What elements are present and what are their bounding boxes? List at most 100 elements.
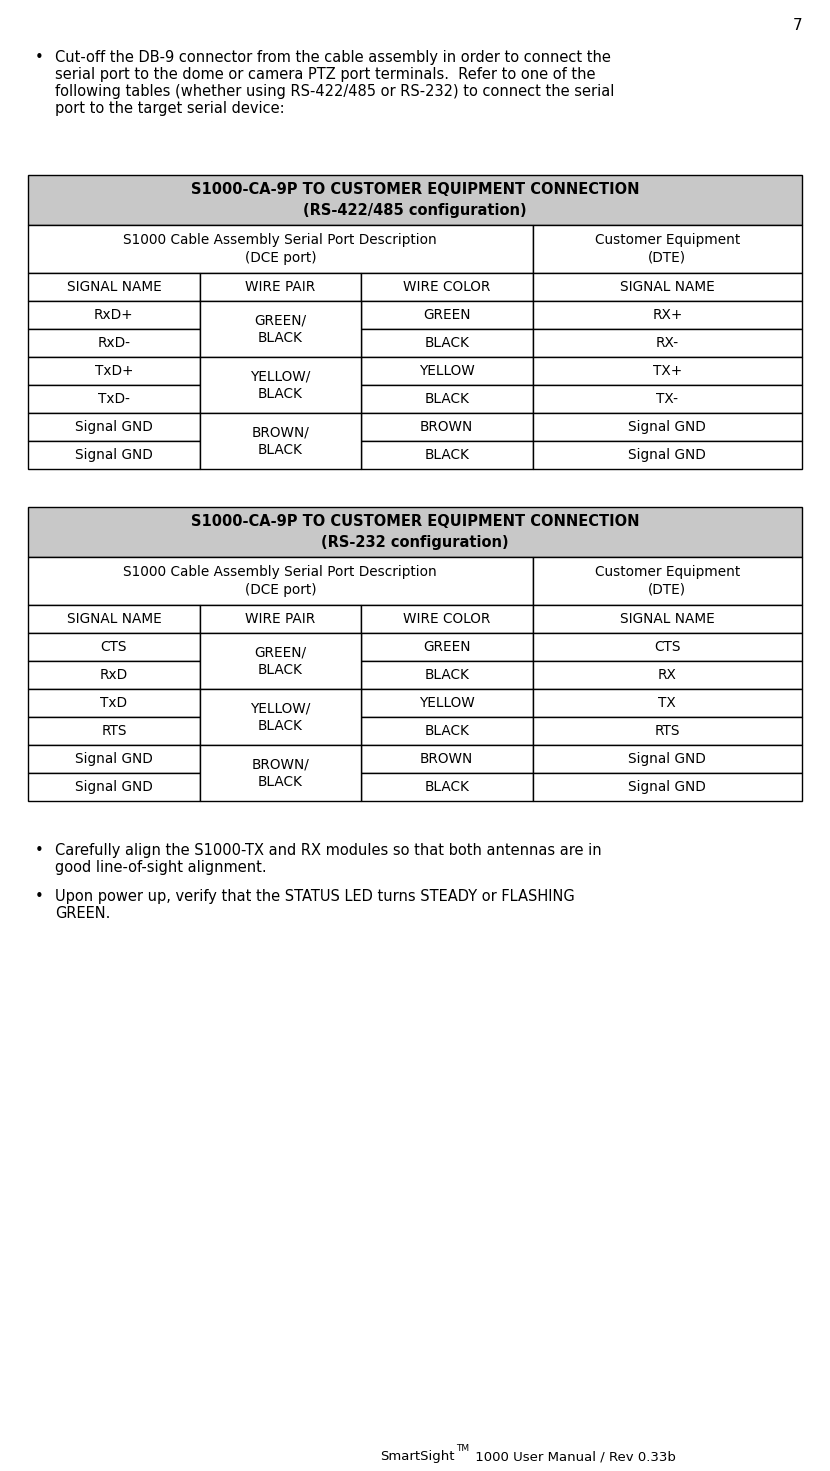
Bar bbox=[533, 772, 802, 802]
Bar bbox=[533, 330, 802, 357]
Bar bbox=[28, 605, 200, 633]
Text: S1000-CA-9P TO CUSTOMER EQUIPMENT CONNECTION
(RS-232 configuration): S1000-CA-9P TO CUSTOMER EQUIPMENT CONNEC… bbox=[191, 515, 639, 550]
Text: RX+: RX+ bbox=[652, 307, 682, 322]
Bar bbox=[533, 660, 802, 688]
Bar bbox=[533, 302, 802, 330]
Text: SIGNAL NAME: SIGNAL NAME bbox=[620, 612, 715, 627]
Text: S1000 Cable Assembly Serial Port Description
(DCE port): S1000 Cable Assembly Serial Port Descrip… bbox=[124, 232, 437, 265]
Bar bbox=[361, 357, 533, 385]
Bar bbox=[28, 175, 802, 225]
Text: YELLOW: YELLOW bbox=[419, 696, 475, 710]
Bar bbox=[361, 744, 533, 772]
Text: Signal GND: Signal GND bbox=[628, 421, 706, 434]
Text: BLACK: BLACK bbox=[424, 391, 469, 406]
Bar bbox=[28, 660, 200, 688]
Text: CTS: CTS bbox=[654, 640, 681, 655]
Text: BLACK: BLACK bbox=[424, 780, 469, 794]
Text: Signal GND: Signal GND bbox=[75, 752, 153, 766]
Bar bbox=[361, 633, 533, 660]
Bar bbox=[200, 357, 361, 413]
Text: •: • bbox=[35, 888, 44, 905]
Text: GREEN: GREEN bbox=[423, 640, 471, 655]
Text: TxD+: TxD+ bbox=[95, 363, 133, 378]
Bar bbox=[200, 413, 361, 469]
Text: RxD-: RxD- bbox=[97, 335, 130, 350]
Text: port to the target serial device:: port to the target serial device: bbox=[55, 101, 285, 116]
Text: BROWN: BROWN bbox=[420, 421, 473, 434]
Text: Cut-off the DB-9 connector from the cable assembly in order to connect the: Cut-off the DB-9 connector from the cabl… bbox=[55, 50, 611, 65]
Bar bbox=[361, 660, 533, 688]
Text: RX-: RX- bbox=[656, 335, 679, 350]
Bar bbox=[361, 688, 533, 716]
Bar bbox=[533, 605, 802, 633]
Text: SIGNAL NAME: SIGNAL NAME bbox=[66, 612, 161, 627]
Text: WIRE PAIR: WIRE PAIR bbox=[245, 279, 315, 294]
Text: YELLOW: YELLOW bbox=[419, 363, 475, 378]
Text: BLACK: BLACK bbox=[424, 668, 469, 683]
Text: •: • bbox=[35, 843, 44, 858]
Bar bbox=[361, 605, 533, 633]
Bar bbox=[28, 357, 200, 385]
Text: BROWN: BROWN bbox=[420, 752, 473, 766]
Bar bbox=[28, 225, 533, 274]
Text: Customer Equipment
(DTE): Customer Equipment (DTE) bbox=[595, 565, 740, 597]
Text: YELLOW/
BLACK: YELLOW/ BLACK bbox=[250, 369, 310, 400]
Bar bbox=[533, 688, 802, 716]
Bar bbox=[361, 441, 533, 469]
Bar bbox=[28, 716, 200, 744]
Bar bbox=[28, 772, 200, 802]
Text: SmartSight: SmartSight bbox=[380, 1450, 455, 1464]
Bar bbox=[200, 688, 361, 744]
Bar bbox=[28, 413, 200, 441]
Text: TM: TM bbox=[456, 1445, 469, 1453]
Text: Upon power up, verify that the STATUS LED turns STEADY or FLASHING: Upon power up, verify that the STATUS LE… bbox=[55, 888, 574, 905]
Text: Signal GND: Signal GND bbox=[628, 752, 706, 766]
Bar bbox=[361, 302, 533, 330]
Text: RTS: RTS bbox=[655, 724, 680, 738]
Bar bbox=[533, 385, 802, 413]
Text: YELLOW/
BLACK: YELLOW/ BLACK bbox=[250, 702, 310, 733]
Text: BLACK: BLACK bbox=[424, 335, 469, 350]
Text: Customer Equipment
(DTE): Customer Equipment (DTE) bbox=[595, 232, 740, 265]
Text: WIRE PAIR: WIRE PAIR bbox=[245, 612, 315, 627]
Text: Signal GND: Signal GND bbox=[75, 421, 153, 434]
Bar bbox=[200, 633, 361, 688]
Text: SIGNAL NAME: SIGNAL NAME bbox=[66, 279, 161, 294]
Bar bbox=[533, 413, 802, 441]
Text: Carefully align the S1000-TX and RX modules so that both antennas are in: Carefully align the S1000-TX and RX modu… bbox=[55, 843, 602, 858]
Bar bbox=[28, 507, 802, 558]
Text: serial port to the dome or camera PTZ port terminals.  Refer to one of the: serial port to the dome or camera PTZ po… bbox=[55, 68, 595, 82]
Bar bbox=[361, 330, 533, 357]
Bar bbox=[28, 330, 200, 357]
Text: RxD+: RxD+ bbox=[94, 307, 134, 322]
Text: 1000 User Manual / Rev 0.33b: 1000 User Manual / Rev 0.33b bbox=[471, 1450, 676, 1464]
Bar bbox=[533, 744, 802, 772]
Bar bbox=[533, 225, 802, 274]
Text: BROWN/
BLACK: BROWN/ BLACK bbox=[251, 425, 310, 456]
Bar bbox=[28, 558, 533, 605]
Text: Signal GND: Signal GND bbox=[628, 780, 706, 794]
Bar bbox=[28, 385, 200, 413]
Bar bbox=[361, 385, 533, 413]
Text: S1000-CA-9P TO CUSTOMER EQUIPMENT CONNECTION
(RS-422/485 configuration): S1000-CA-9P TO CUSTOMER EQUIPMENT CONNEC… bbox=[191, 182, 639, 218]
Bar bbox=[200, 302, 361, 357]
Text: SIGNAL NAME: SIGNAL NAME bbox=[620, 279, 715, 294]
Text: TxD-: TxD- bbox=[98, 391, 129, 406]
Bar bbox=[28, 274, 200, 302]
Bar bbox=[361, 716, 533, 744]
Text: GREEN: GREEN bbox=[423, 307, 471, 322]
Text: S1000 Cable Assembly Serial Port Description
(DCE port): S1000 Cable Assembly Serial Port Descrip… bbox=[124, 565, 437, 597]
Text: RTS: RTS bbox=[101, 724, 127, 738]
Bar bbox=[28, 441, 200, 469]
Bar bbox=[533, 558, 802, 605]
Bar bbox=[533, 357, 802, 385]
Bar bbox=[200, 274, 361, 302]
Text: GREEN.: GREEN. bbox=[55, 906, 110, 921]
Text: BLACK: BLACK bbox=[424, 449, 469, 462]
Bar bbox=[200, 744, 361, 802]
Text: following tables (whether using RS-422/485 or RS-232) to connect the serial: following tables (whether using RS-422/4… bbox=[55, 84, 614, 99]
Text: WIRE COLOR: WIRE COLOR bbox=[403, 279, 491, 294]
Bar bbox=[200, 605, 361, 633]
Text: 7: 7 bbox=[793, 18, 802, 32]
Text: TxD: TxD bbox=[100, 696, 128, 710]
